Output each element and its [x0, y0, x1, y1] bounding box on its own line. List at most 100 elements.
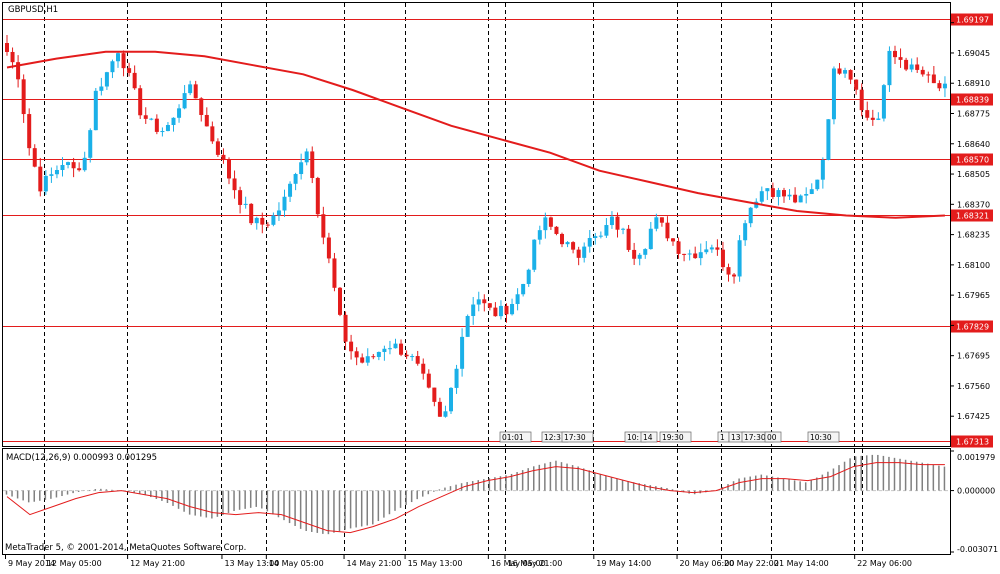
candle-body [881, 85, 886, 119]
candle-body [643, 249, 648, 255]
candle-body [376, 351, 381, 357]
candle-body [743, 223, 748, 241]
candle-body [60, 165, 65, 171]
y-tick-label: 1.68775 [957, 110, 990, 119]
copyright-text: MetaTrader 5, © 2001-2014, MetaQuotes So… [5, 543, 246, 553]
candle-body [288, 183, 293, 197]
candle-body [759, 191, 764, 202]
candle-body [54, 170, 59, 175]
candle-body [510, 304, 515, 315]
macd-signal-line [6, 462, 945, 534]
event-marker-label: 14 [643, 433, 653, 442]
level-label: 1.69197 [956, 16, 989, 25]
event-marker [561, 431, 594, 443]
candle-body [193, 84, 198, 99]
candle-body [915, 64, 920, 70]
candle-body [71, 162, 76, 169]
candle-body [826, 119, 831, 161]
y-tick-label: 1.67560 [957, 382, 990, 391]
level-label: 1.67829 [956, 323, 989, 332]
candle-body [265, 224, 270, 226]
candle-body [704, 249, 709, 253]
candle-body [437, 401, 442, 417]
candle-body [637, 254, 642, 259]
candle-body [859, 89, 864, 111]
candle-body [504, 305, 509, 315]
candle-body [426, 373, 431, 388]
candle-body [199, 98, 204, 115]
candle-body [737, 240, 742, 277]
candle-body [893, 50, 897, 58]
event-marker-label: 17:30 [564, 433, 586, 442]
candle-body [154, 118, 159, 132]
x-tick-label: 9 May 2014 [8, 559, 55, 568]
candle-body [526, 269, 531, 284]
event-marker [807, 431, 840, 443]
candle-body [665, 222, 670, 239]
y-tick-label: 1.68505 [957, 170, 990, 179]
event-marker-label: 12:3 [544, 433, 561, 442]
candle-body [138, 88, 143, 116]
candle-body [715, 247, 720, 250]
candle-body [315, 177, 320, 215]
x-tick-label: 20 May 22:00 [724, 559, 779, 568]
candle-body [532, 239, 537, 270]
candle-body [454, 368, 459, 388]
macd-y-tick-label: 0.000000 [957, 487, 995, 496]
candle-body [720, 249, 725, 268]
candle-body [254, 217, 259, 224]
y-tick-label: 1.68370 [957, 200, 990, 209]
event-marker-label: 10: [627, 433, 639, 442]
candle-body [293, 174, 298, 184]
candle-body [360, 357, 365, 363]
chart-title: GBPUSD,H1 [8, 5, 58, 15]
macd-indicator [3, 454, 950, 535]
candle-body [21, 79, 26, 115]
candle-body [354, 351, 359, 358]
candle-body [709, 247, 714, 250]
candle-body [898, 57, 903, 60]
candle-body [149, 118, 154, 120]
candle-body [787, 194, 792, 197]
candle-body [99, 86, 104, 91]
event-marker-label: 01:01 [502, 433, 524, 442]
candle-body [687, 253, 692, 255]
candle-body [349, 341, 354, 352]
candle-body [909, 64, 914, 70]
candle-body [831, 68, 836, 120]
candle-body [748, 207, 753, 224]
candle-body [66, 162, 71, 166]
candle-body [116, 53, 120, 62]
candle-body [931, 74, 936, 84]
candle-body [626, 228, 631, 250]
candle-body [671, 238, 675, 242]
candle-body [382, 348, 387, 352]
candle-body [815, 179, 820, 190]
y-tick-label: 1.69045 [957, 49, 990, 58]
candle-body [870, 117, 875, 120]
candle-body [648, 228, 653, 250]
candle-body [227, 159, 231, 179]
candle-body [582, 246, 587, 258]
x-tick-label: 20 May 06:00 [680, 559, 735, 568]
level-label: 1.68570 [956, 156, 989, 165]
candle-body [732, 274, 737, 277]
event-marker-label: 1 [720, 433, 725, 442]
x-tick-label: 14 May 05:00 [269, 559, 324, 568]
level-label-box [951, 13, 993, 26]
candle-body [543, 217, 548, 231]
candle-body [465, 315, 470, 337]
level-label-box [951, 320, 993, 333]
candle-body [121, 53, 126, 69]
candle-body [854, 79, 859, 90]
x-tick-label: 16 May 21:00 [508, 559, 563, 568]
candle-body [49, 174, 54, 176]
candle-body [16, 62, 21, 80]
level-label-box [951, 93, 993, 106]
candle-body [598, 235, 603, 237]
candle-body [565, 242, 570, 245]
candle-body [693, 253, 698, 259]
candle-body [321, 214, 326, 238]
candle-body [632, 249, 637, 259]
